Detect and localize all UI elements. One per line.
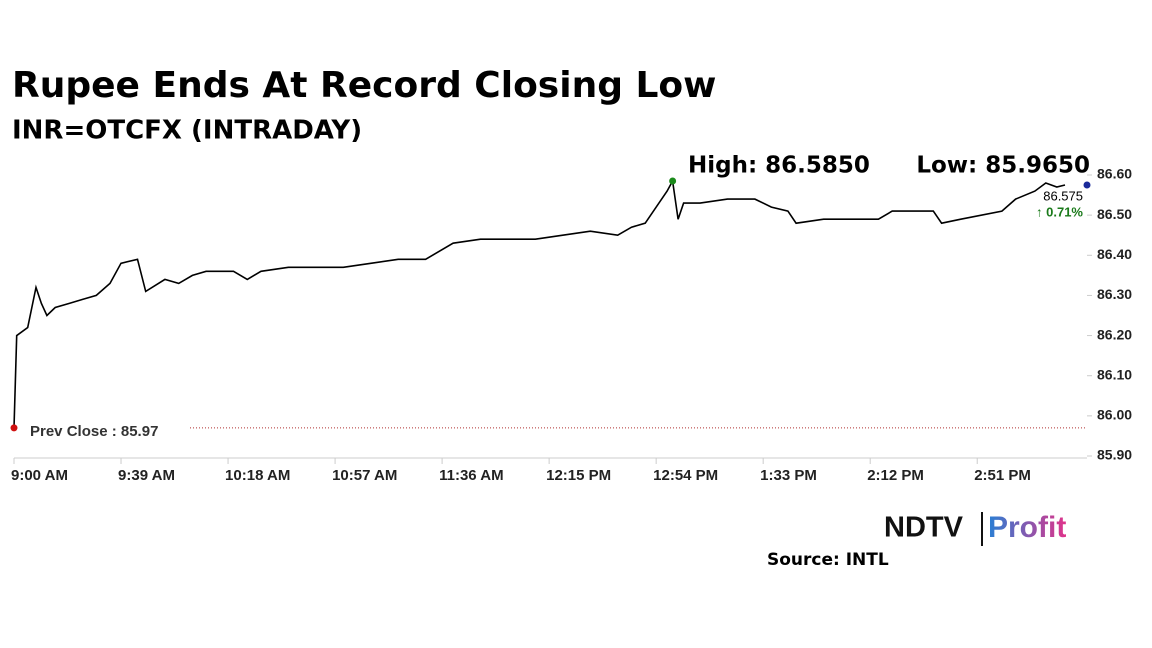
y-tick-label: 86.50 xyxy=(1097,206,1132,222)
x-tick-label: 1:33 PM xyxy=(760,467,817,484)
y-tick-label: 86.10 xyxy=(1097,366,1132,382)
logo-profit: Profit xyxy=(988,511,1066,544)
low-label: Low: 85.9650 xyxy=(916,153,1090,179)
change-label: ↑ 0.71% xyxy=(1036,204,1083,219)
last-value: 86.575 xyxy=(1043,188,1083,203)
source: Source: INTL xyxy=(767,550,889,570)
y-tick-label: 86.00 xyxy=(1097,407,1132,423)
y-tick-label: 85.90 xyxy=(1097,447,1132,463)
logo-ndtv: NDTV xyxy=(884,512,964,544)
y-tick-label: 86.30 xyxy=(1097,286,1132,302)
high-dot xyxy=(669,177,677,185)
x-tick-label: 10:57 AM xyxy=(332,467,397,484)
chart-title: Rupee Ends At Record Closing Low xyxy=(12,65,716,106)
x-tick-label: 12:15 PM xyxy=(546,467,611,484)
x-tick-label: 9:39 AM xyxy=(118,467,175,484)
x-tick-label: 2:12 PM xyxy=(867,467,924,484)
chart-subtitle: INR=OTCFX (INTRADAY) xyxy=(12,116,362,146)
x-tick-label: 12:54 PM xyxy=(653,467,718,484)
y-tick-label: 86.20 xyxy=(1097,326,1132,342)
prev-close-label: Prev Close : 85.97 xyxy=(30,423,158,440)
x-tick-label: 10:18 AM xyxy=(225,467,290,484)
x-tick-label: 2:51 PM xyxy=(974,467,1031,484)
prev-close-dot xyxy=(10,424,18,432)
x-tick-label: 9:00 AM xyxy=(11,467,68,484)
x-tick-label: 11:36 AM xyxy=(439,467,503,484)
y-tick-label: 86.40 xyxy=(1097,246,1132,262)
y-tick-label: 86.60 xyxy=(1097,166,1132,182)
last-dot xyxy=(1083,181,1091,189)
high-label: High: 86.5850 xyxy=(688,153,870,179)
price-line xyxy=(13,178,1066,428)
